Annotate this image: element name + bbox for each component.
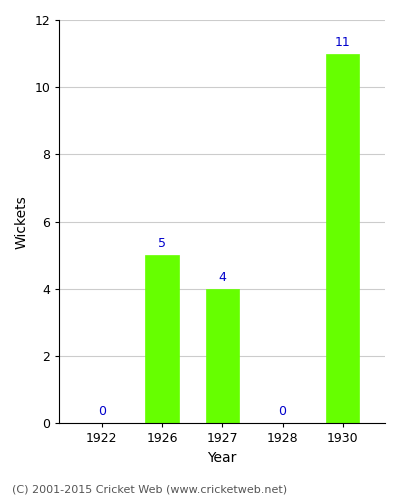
Text: 5: 5 [158,238,166,250]
Text: (C) 2001-2015 Cricket Web (www.cricketweb.net): (C) 2001-2015 Cricket Web (www.cricketwe… [12,485,287,495]
Y-axis label: Wickets: Wickets [15,195,29,248]
Text: 0: 0 [278,406,286,418]
Bar [326,54,359,424]
Text: 0: 0 [98,406,106,418]
Text: 11: 11 [335,36,351,49]
Text: 4: 4 [218,271,226,284]
Bar [206,289,239,424]
X-axis label: Year: Year [208,451,237,465]
Bar [145,256,178,424]
